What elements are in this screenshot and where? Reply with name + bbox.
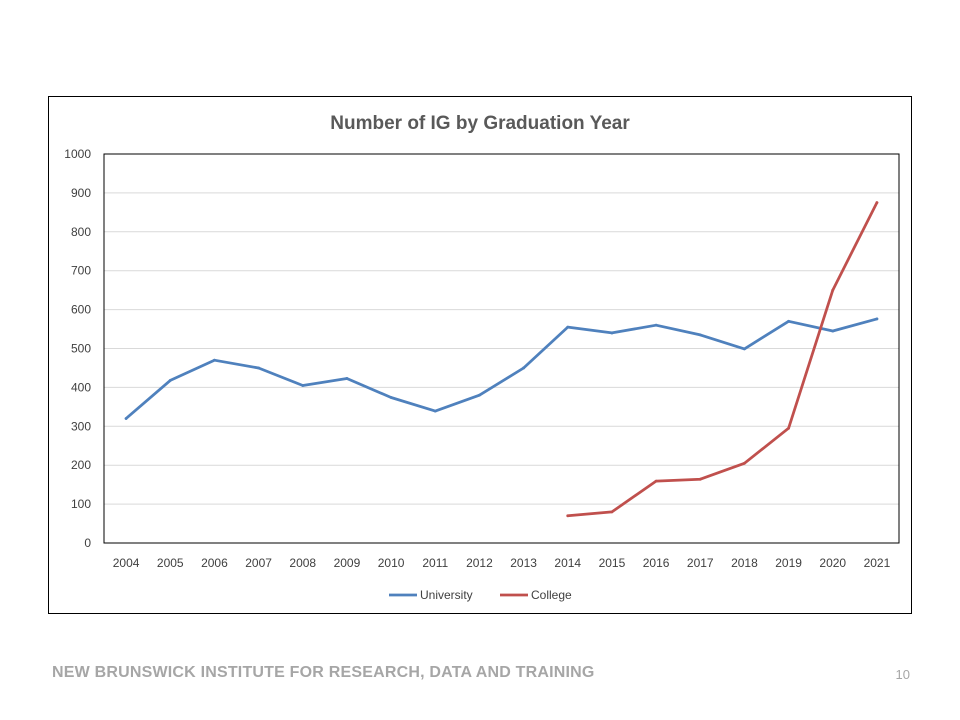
y-tick-label: 400 bbox=[71, 380, 91, 394]
y-tick-label: 1000 bbox=[64, 147, 91, 161]
x-tick-label: 2018 bbox=[731, 556, 758, 570]
y-tick-label: 100 bbox=[71, 497, 91, 511]
data-point-university bbox=[698, 333, 702, 337]
y-tick-label: 900 bbox=[71, 186, 91, 200]
data-point-college bbox=[831, 288, 835, 292]
y-tick-label: 800 bbox=[71, 225, 91, 239]
data-point-university bbox=[875, 317, 879, 321]
x-tick-label: 2020 bbox=[819, 556, 846, 570]
series-line-college bbox=[566, 201, 879, 518]
page-number: 10 bbox=[895, 667, 910, 682]
x-tick-label: 2006 bbox=[201, 556, 228, 570]
y-tick-label: 0 bbox=[84, 536, 91, 550]
data-point-college bbox=[566, 514, 570, 518]
legend-label-university: University bbox=[420, 588, 473, 602]
x-tick-label: 2014 bbox=[554, 556, 581, 570]
data-point-university bbox=[831, 329, 835, 333]
x-tick-label: 2016 bbox=[643, 556, 670, 570]
chart-frame: Number of IG by Graduation Year 0 100 200 3… bbox=[48, 96, 912, 614]
legend: University College bbox=[389, 588, 572, 602]
x-tick-label: 2015 bbox=[599, 556, 626, 570]
series-lines bbox=[124, 201, 879, 518]
x-tick-label: 2017 bbox=[687, 556, 714, 570]
data-point-university bbox=[654, 323, 658, 327]
data-point-university bbox=[301, 384, 305, 387]
footer-organization: NEW BRUNSWICK INSTITUTE FOR RESEARCH, DA… bbox=[52, 664, 595, 681]
chart-title: Number of IG by Graduation Year bbox=[330, 113, 630, 134]
data-point-university bbox=[124, 417, 128, 420]
data-point-college bbox=[875, 201, 879, 205]
x-tick-label: 2011 bbox=[422, 556, 448, 570]
data-point-university bbox=[566, 325, 570, 329]
x-tick-label: 2012 bbox=[466, 556, 493, 570]
data-point-university bbox=[389, 396, 393, 399]
y-tick-label: 700 bbox=[71, 264, 91, 278]
data-point-university bbox=[257, 366, 260, 370]
data-point-college bbox=[698, 477, 702, 481]
x-axis-ticks: 2004 2005 2006 2007 2008 2009 2010 2011 2012 2013… bbox=[113, 556, 891, 570]
x-tick-label: 2004 bbox=[113, 556, 140, 570]
data-point-university bbox=[522, 366, 525, 370]
data-point-university bbox=[787, 319, 790, 323]
y-tick-label: 500 bbox=[71, 342, 91, 356]
gridlines bbox=[104, 153, 899, 544]
data-point-university bbox=[168, 378, 172, 382]
data-point-university bbox=[743, 347, 746, 351]
x-tick-label: 2009 bbox=[334, 556, 361, 570]
data-point-college bbox=[610, 510, 614, 514]
data-point-university bbox=[610, 331, 614, 335]
data-point-university bbox=[213, 358, 216, 362]
x-tick-label: 2021 bbox=[864, 556, 891, 570]
x-tick-label: 2013 bbox=[510, 556, 537, 570]
y-tick-label: 200 bbox=[71, 458, 91, 472]
y-tick-label: 300 bbox=[71, 419, 91, 433]
data-point-college bbox=[743, 461, 746, 465]
x-tick-label: 2007 bbox=[245, 556, 272, 570]
x-tick-label: 2019 bbox=[775, 556, 802, 570]
plot-area bbox=[103, 153, 900, 544]
y-tick-label: 600 bbox=[71, 303, 91, 317]
x-tick-label: 2010 bbox=[378, 556, 405, 570]
data-point-college bbox=[787, 426, 790, 430]
x-tick-label: 2008 bbox=[289, 556, 316, 570]
series-line-university bbox=[124, 317, 879, 420]
x-tick-label: 2005 bbox=[157, 556, 184, 570]
data-point-university bbox=[345, 377, 349, 380]
data-point-university bbox=[433, 409, 437, 413]
data-point-university bbox=[478, 393, 481, 397]
data-point-college bbox=[654, 479, 658, 483]
line-chart: Number of IG by Graduation Year 0 100 200 3… bbox=[64, 113, 900, 602]
legend-label-college: College bbox=[531, 588, 572, 602]
y-axis-ticks: 0 100 200 300 400 500 600 700 800 900 1000 bbox=[64, 147, 91, 550]
